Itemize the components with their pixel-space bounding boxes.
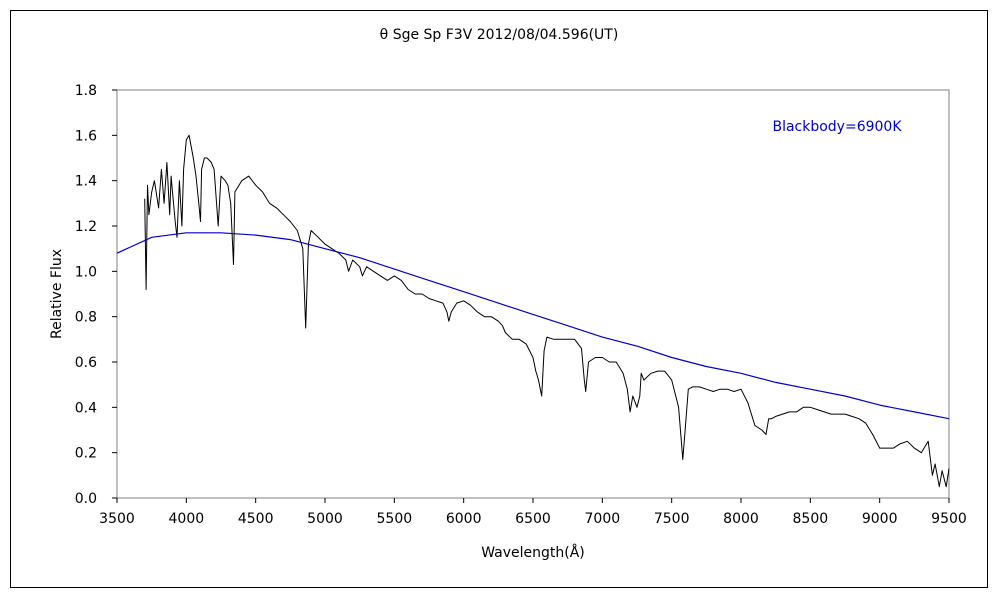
x-tick-label: 3500 [99,511,135,527]
y-tick-label: 0.2 [75,446,97,462]
x-tick-label: 9000 [862,511,898,527]
y-tick-label: 1.8 [75,83,97,99]
y-tick-label: 1.4 [75,174,97,190]
y-tick-label: 0.4 [75,400,97,416]
series-layer [116,134,950,488]
blackbody-legend-label: Blackbody=6900K [772,119,902,135]
y-tick-label: 0.6 [75,355,97,371]
spectrum-series-line [144,134,950,488]
chart-title: θ Sge Sp F3V 2012/08/04.596(UT) [380,27,619,43]
x-tick-label: 6000 [446,511,482,527]
x-axis-title: Wavelength(Å) [481,544,585,561]
x-tick-label: 7500 [654,511,690,527]
x-tick-label: 6500 [515,511,551,527]
plot-area [116,89,950,499]
y-axis: 0.0 0.2 0.4 0.6 0.8 1.0 1.2 1.4 1.6 1.8 [75,83,117,507]
y-tick-label: 0.0 [75,491,97,507]
y-tick-label: 0.8 [75,310,97,326]
y-tick-label: 1.6 [75,128,97,144]
x-tick-label: 8500 [793,511,829,527]
x-tick-label: 7000 [585,511,621,527]
y-tick-label: 1.2 [75,219,97,235]
x-tick-label: 9500 [931,511,967,527]
x-tick-label: 5000 [307,511,343,527]
x-tick-label: 4000 [169,511,205,527]
y-tick-label: 1.0 [75,264,97,280]
x-axis: 3500 4000 4500 5000 5500 6000 6500 7000 7500 8000… [99,498,967,527]
x-tick-label: 5500 [377,511,413,527]
x-tick-label: 4500 [238,511,274,527]
y-axis-title: Relative Flux [49,249,65,339]
blackbody-series-line [116,232,950,420]
x-tick-label: 8000 [723,511,759,527]
